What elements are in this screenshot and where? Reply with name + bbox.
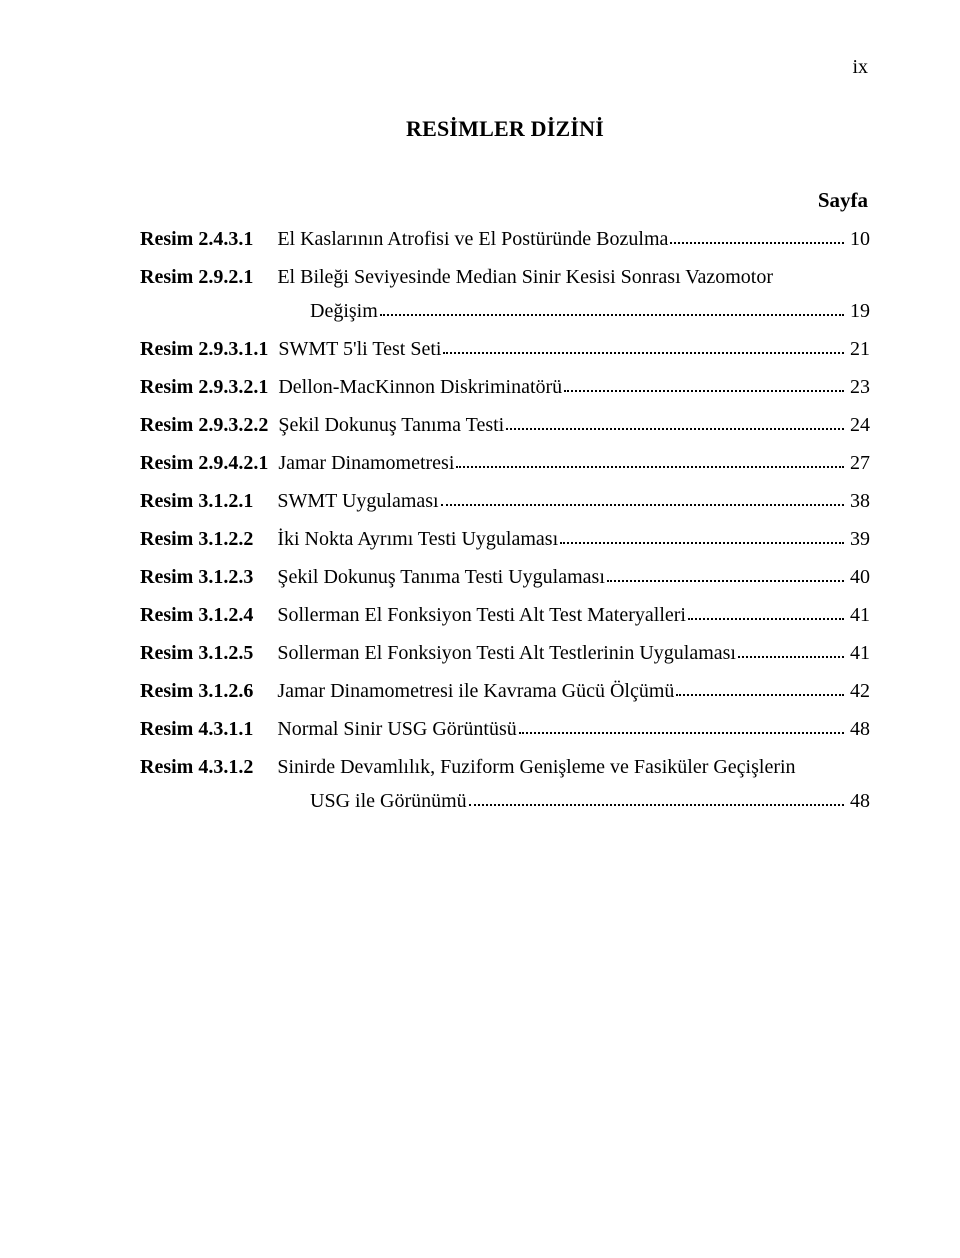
list-of-figures-heading: RESİMLER DİZİNİ bbox=[140, 116, 870, 142]
toc-entry-page: 40 bbox=[846, 567, 870, 587]
toc-entry-page: 24 bbox=[846, 415, 870, 435]
toc-entry-page: 42 bbox=[846, 681, 870, 701]
toc-entry-text: Şekil Dokunuş Tanıma Testi bbox=[278, 415, 504, 435]
toc-entry-label: Resim 2.9.2.1 bbox=[140, 267, 253, 287]
dot-leader bbox=[564, 389, 844, 392]
toc-entry: Resim 3.1.2.1 SWMT Uygulaması 38 bbox=[140, 491, 870, 511]
toc-entry-text: Normal Sinir USG Görüntüsü bbox=[277, 719, 516, 739]
toc-entry-label: Resim 3.1.2.4 bbox=[140, 605, 253, 625]
toc-entry-page: 10 bbox=[846, 229, 870, 249]
dot-leader bbox=[443, 351, 844, 354]
toc-entry-page: 21 bbox=[846, 339, 870, 359]
toc-entry: Resim 3.1.2.4 Sollerman El Fonksiyon Test… bbox=[140, 605, 870, 625]
toc-entry-label: Resim 3.1.2.3 bbox=[140, 567, 253, 587]
toc-entry-text: USG ile Görünümü bbox=[310, 791, 467, 811]
page-column-header: Sayfa bbox=[140, 188, 870, 213]
toc-entry-text: Sollerman El Fonksiyon Testi Alt Testler… bbox=[277, 643, 736, 663]
toc-entry-text: El Bileği Seviyesinde Median Sinir Kesis… bbox=[277, 267, 773, 287]
toc-entry-text: SWMT Uygulaması bbox=[277, 491, 438, 511]
toc-entry-text: Şekil Dokunuş Tanıma Testi Uygulaması bbox=[277, 567, 605, 587]
toc-entry-label: Resim 2.9.4.2.1 bbox=[140, 453, 268, 473]
toc-entry-label: Resim 3.1.2.5 bbox=[140, 643, 253, 663]
toc-entry-label: Resim 2.4.3.1 bbox=[140, 229, 253, 249]
dot-leader bbox=[560, 541, 844, 544]
toc-entry-text: El Kaslarının Atrofisi ve El Postüründe … bbox=[277, 229, 668, 249]
toc-entry: Resim 3.1.2.6 Jamar Dinamometresi ile Kav… bbox=[140, 681, 870, 701]
toc-entry-label: Resim 4.3.1.1 bbox=[140, 719, 253, 739]
dot-leader bbox=[738, 655, 844, 658]
toc-entry-page: 48 bbox=[846, 791, 870, 811]
dot-leader bbox=[519, 731, 844, 734]
toc-entry: Resim 2.4.3.1 El Kaslarının Atrofisi ve E… bbox=[140, 229, 870, 249]
toc-entry: Resim 2.9.3.2.1 Dellon-MacKinnon Diskrimi… bbox=[140, 377, 870, 397]
dot-leader bbox=[380, 313, 844, 316]
toc-entry-label: Resim 2.9.3.2.1 bbox=[140, 377, 268, 397]
toc-entry-page: 19 bbox=[846, 301, 870, 321]
toc-entry-text: Sollerman El Fonksiyon Testi Alt Test Ma… bbox=[277, 605, 686, 625]
toc-entry: Resim 2.9.2.1 El Bileği Seviyesinde Media… bbox=[140, 267, 870, 321]
dot-leader bbox=[688, 617, 844, 620]
toc-entry-text: Jamar Dinamometresi bbox=[278, 453, 454, 473]
toc-entry: Resim 3.1.2.5 Sollerman El Fonksiyon Test… bbox=[140, 643, 870, 663]
toc-entry: Resim 3.1.2.3 Şekil Dokunuş Tanıma Testi … bbox=[140, 567, 870, 587]
toc-entry: Resim 3.1.2.2 İki Nokta Ayrımı Testi Uygu… bbox=[140, 529, 870, 549]
toc-entry-text: Değişim bbox=[310, 301, 378, 321]
dot-leader bbox=[441, 503, 844, 506]
dot-leader bbox=[506, 427, 844, 430]
toc-entry-page: 48 bbox=[846, 719, 870, 739]
toc-entry-label: Resim 3.1.2.6 bbox=[140, 681, 253, 701]
toc-entry-page: 23 bbox=[846, 377, 870, 397]
toc-entry-text: Dellon-MacKinnon Diskriminatörü bbox=[278, 377, 562, 397]
toc-entry-label: Resim 3.1.2.2 bbox=[140, 529, 253, 549]
toc-entry: Resim 4.3.1.2 Sinirde Devamlılık, Fuzifor… bbox=[140, 757, 870, 811]
dot-leader bbox=[676, 693, 844, 696]
dot-leader bbox=[670, 241, 844, 244]
toc-entry-label: Resim 4.3.1.2 bbox=[140, 757, 253, 777]
page-number: ix bbox=[852, 56, 868, 79]
toc-entry: Resim 2.9.3.1.1 SWMT 5'li Test Seti 21 bbox=[140, 339, 870, 359]
toc-entry-label: Resim 2.9.3.2.2 bbox=[140, 415, 268, 435]
dot-leader bbox=[456, 465, 844, 468]
toc-entry: Resim 2.9.4.2.1 Jamar Dinamometresi 27 bbox=[140, 453, 870, 473]
toc-entry-text: İki Nokta Ayrımı Testi Uygulaması bbox=[277, 529, 558, 549]
toc-entry-text: Jamar Dinamometresi ile Kavrama Gücü Ölç… bbox=[277, 681, 674, 701]
toc-entry-label: Resim 2.9.3.1.1 bbox=[140, 339, 268, 359]
dot-leader bbox=[469, 803, 844, 806]
toc-entry-label: Resim 3.1.2.1 bbox=[140, 491, 253, 511]
toc-entry: Resim 4.3.1.1 Normal Sinir USG Görüntüsü 4… bbox=[140, 719, 870, 739]
toc-entry: Resim 2.9.3.2.2 Şekil Dokunuş Tanıma Test… bbox=[140, 415, 870, 435]
toc-entry-page: 39 bbox=[846, 529, 870, 549]
toc-entry-page: 41 bbox=[846, 605, 870, 625]
toc-entry-page: 41 bbox=[846, 643, 870, 663]
figures-toc: Resim 2.4.3.1 El Kaslarının Atrofisi ve E… bbox=[140, 229, 870, 811]
toc-entry-text: SWMT 5'li Test Seti bbox=[278, 339, 441, 359]
page: ix RESİMLER DİZİNİ Sayfa Resim 2.4.3.1 El… bbox=[0, 0, 960, 1258]
dot-leader bbox=[607, 579, 844, 582]
toc-entry-page: 27 bbox=[846, 453, 870, 473]
toc-entry-page: 38 bbox=[846, 491, 870, 511]
toc-entry-text: Sinirde Devamlılık, Fuziform Genişleme v… bbox=[277, 757, 795, 777]
